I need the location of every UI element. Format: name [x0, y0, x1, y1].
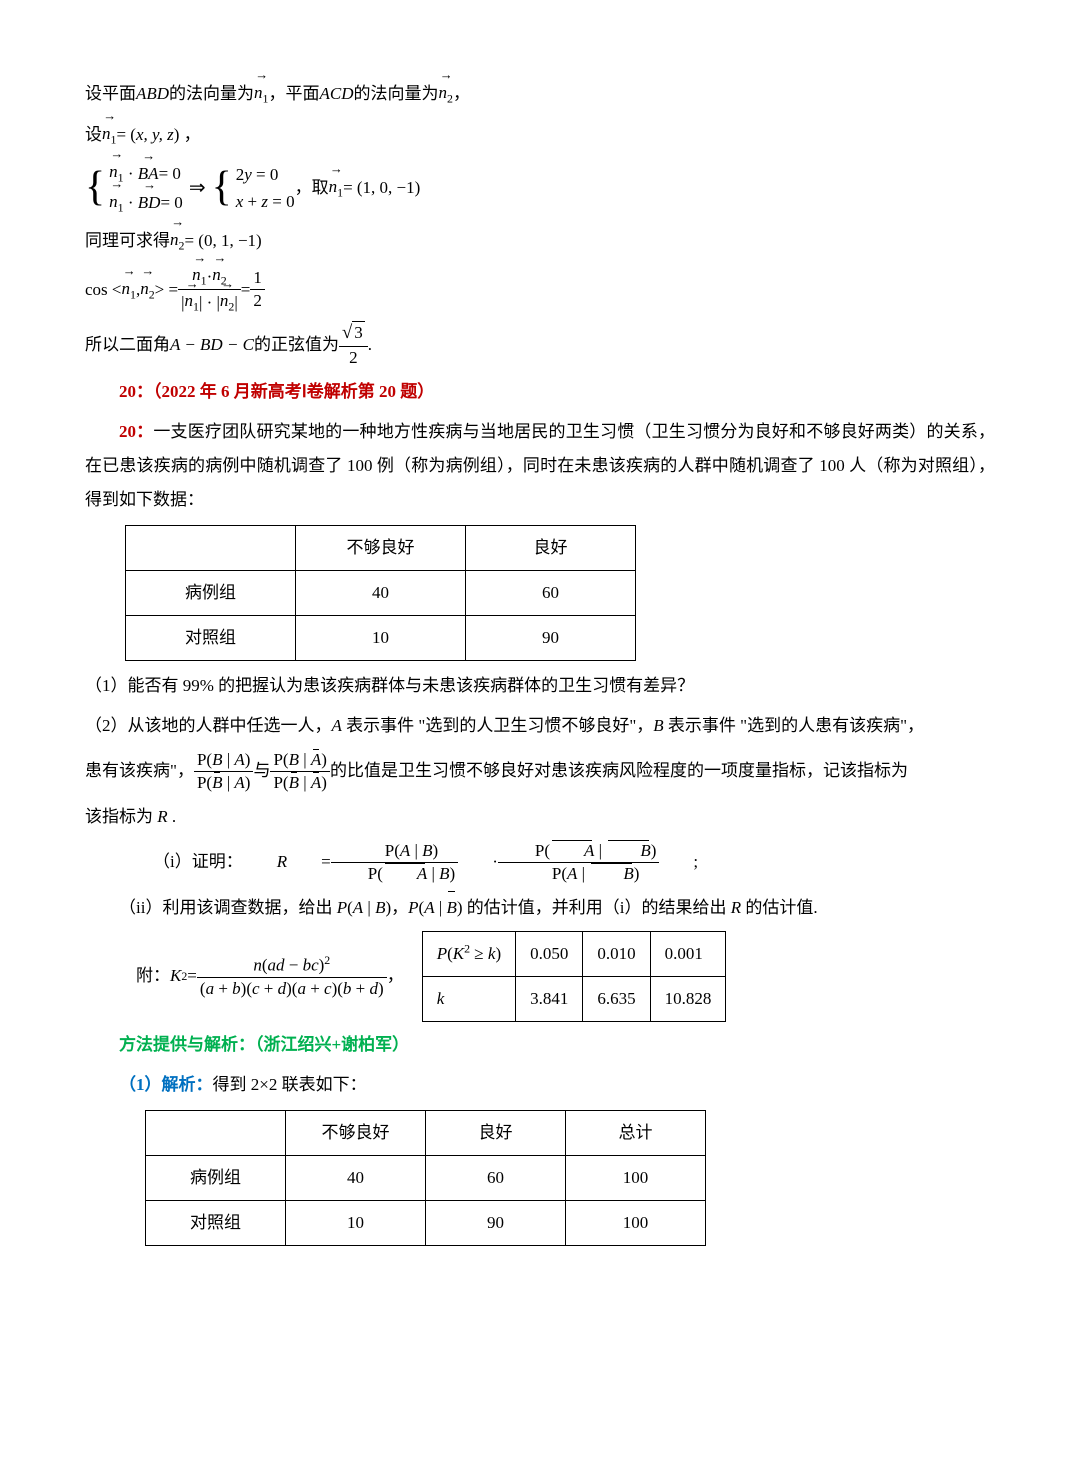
brace-left-2: { 2y = 0 x + z = 0 [212, 161, 295, 215]
cell: 对照组 [146, 1200, 286, 1245]
contingency-table-2: 不够良好 良好 总计 病例组 40 60 100 对照组 10 90 100 [145, 1110, 706, 1246]
vec-n1-result: n1 [329, 170, 343, 205]
cell: 90 [426, 1200, 566, 1245]
ratio-1: P(B | A) P(B | A) [194, 749, 254, 794]
take: ，取 [295, 171, 329, 205]
cell: P(K2 ≥ k) [422, 931, 515, 976]
problem-20-header: 20：（2022 年 6 月新高考Ⅰ卷解析第 20 题） [85, 375, 995, 409]
period: . [368, 328, 372, 362]
prove-frac-1: P(A | B) P(A | B) [331, 840, 459, 885]
ratio-line: 患有该疾病"， P(B | A) P(B | A) 与 P(B | A) P(B… [85, 749, 995, 794]
eq-xz: x + z = 0 [236, 188, 295, 215]
cell: 6.635 [583, 976, 650, 1021]
line-normal-vectors: 设平面 ABD 的法向量为 n1 ，平面 ACD 的法向量为 n2 ， [85, 76, 995, 111]
cell: 40 [296, 570, 466, 615]
k2-formula: n(ad − bc)2 (a + b)(c + d)(a + c)(b + d) [197, 953, 387, 1000]
table-row: P(K2 ≥ k) 0.050 0.010 0.001 [422, 931, 726, 976]
cell: 0.010 [583, 931, 650, 976]
close: ) ， [174, 118, 201, 152]
q2-ii: （ii）利用该调查数据，给出 P(A | B)，P(A | B) 的估计值，并利… [85, 891, 995, 925]
prove-frac-2: P(A | B) P(A | B) [498, 840, 660, 885]
vec-n2: n2 [439, 76, 453, 111]
cos-frac: n1 · n2 | n1 | · | n2 | [178, 264, 241, 315]
cell: k [422, 976, 515, 1021]
label: （i）证明： [119, 845, 243, 879]
question-2-intro: （2）从该地的人群中任选一人，A 表示事件 "选到的人卫生习惯不够良好"，B 表… [85, 709, 995, 743]
cell: 对照组 [126, 615, 296, 660]
n1: n1 [109, 188, 123, 217]
cell: 100 [566, 1155, 706, 1200]
half: 1 2 [250, 267, 265, 312]
cell: 60 [426, 1155, 566, 1200]
text: ， [453, 77, 470, 111]
text: 的法向量为 [354, 77, 439, 111]
problem-body: 一支医疗团队研究某地的一种地方性疾病与当地居民的卫生习惯（卫生习惯分为良好和不够… [85, 422, 995, 509]
label: 附： [136, 959, 170, 993]
line-set-n1: 设 n1 = ( x, y, z ) ， [85, 117, 995, 152]
contingency-table-1: 不够良好 良好 病例组 40 60 对照组 10 90 [125, 525, 636, 661]
text: 所以二面角 [85, 328, 170, 362]
plane-acd: ACD [320, 77, 354, 111]
cell: 10.828 [650, 976, 726, 1021]
table-row: k 3.841 6.635 10.828 [422, 976, 726, 1021]
cell: 病例组 [126, 570, 296, 615]
table-row: 不够良好 良好 总计 [146, 1110, 706, 1155]
text: 同理可求得 [85, 224, 170, 258]
cos-line: cos < n1 , n2 > = n1 · n2 | n1 | · | n2 … [85, 264, 995, 315]
BD: BD [138, 189, 161, 216]
ratio-2: P(B | A) P(B | A) [270, 749, 330, 794]
table-row: 对照组 10 90 100 [146, 1200, 706, 1245]
label: 20： [119, 422, 153, 441]
table-row: 病例组 40 60 [126, 570, 636, 615]
text: 的法向量为 [169, 77, 254, 111]
table-row: 对照组 10 90 [126, 615, 636, 660]
cell: 3.841 [516, 976, 583, 1021]
brace-left-1: { n1 · BA = 0 n1 · BD = 0 [85, 158, 183, 217]
cell: 不够良好 [296, 525, 466, 570]
question-1: （1）能否有 99% 的把握认为患该疾病群体与未患该疾病群体的卫生习惯有差异？ [85, 669, 995, 703]
eq-2y: 2y = 0 [236, 161, 295, 188]
implies: ⇒ [189, 168, 206, 208]
plane-abd: ABD [136, 77, 169, 111]
vec-n2: n2 [170, 223, 184, 258]
cell: 0.050 [516, 931, 583, 976]
solution-1: （1）解析：得到 2×2 联表如下： [85, 1068, 995, 1102]
sqrt3-over-2: √3 2 [339, 321, 368, 368]
cell: 良好 [426, 1110, 566, 1155]
cell: 0.001 [650, 931, 726, 976]
k2-table: P(K2 ≥ k) 0.050 0.010 0.001 k 3.841 6.63… [422, 931, 727, 1022]
cell: 100 [566, 1200, 706, 1245]
cos: cos < [85, 273, 122, 307]
problem-20-text: 20：一支医疗团队研究某地的一种地方性疾病与当地居民的卫生习惯（卫生习惯分为良好… [85, 415, 995, 517]
table-row: 病例组 40 60 100 [146, 1155, 706, 1200]
cell: 病例组 [146, 1155, 286, 1200]
cell: 不够良好 [286, 1110, 426, 1155]
text: 的正弦值为 [254, 328, 339, 362]
cell [146, 1110, 286, 1155]
angle: A − BD − C [170, 328, 254, 362]
cell: 40 [286, 1155, 426, 1200]
brace-system: { n1 · BA = 0 n1 · BD = 0 ⇒ { 2y = 0 x +… [85, 158, 995, 217]
cell: 60 [466, 570, 636, 615]
vec-n1: n1 [254, 76, 268, 111]
cell: 90 [466, 615, 636, 660]
cell: 总计 [566, 1110, 706, 1155]
cell: 良好 [466, 525, 636, 570]
ratio-tail: 该指标为 R . [85, 800, 995, 834]
prove-line: （i）证明： R = P(A | B) P(A | B) · P(A | B) … [85, 840, 995, 885]
table-row: 不够良好 良好 [126, 525, 636, 570]
text: 设 [85, 118, 102, 152]
provider: 方法提供与解析：（浙江绍兴+谢柏军） [85, 1028, 995, 1062]
cell [126, 525, 296, 570]
cell: 10 [286, 1200, 426, 1245]
sine-result: 所以二面角 A − BD − C 的正弦值为 √3 2 . [85, 321, 995, 368]
appendix-row: 附： K2 = n(ad − bc)2 (a + b)(c + d)(a + c… [85, 931, 995, 1022]
text: ，平面 [269, 77, 320, 111]
n1-value: = (1, 0, −1) [343, 171, 420, 205]
cell: 10 [296, 615, 466, 660]
